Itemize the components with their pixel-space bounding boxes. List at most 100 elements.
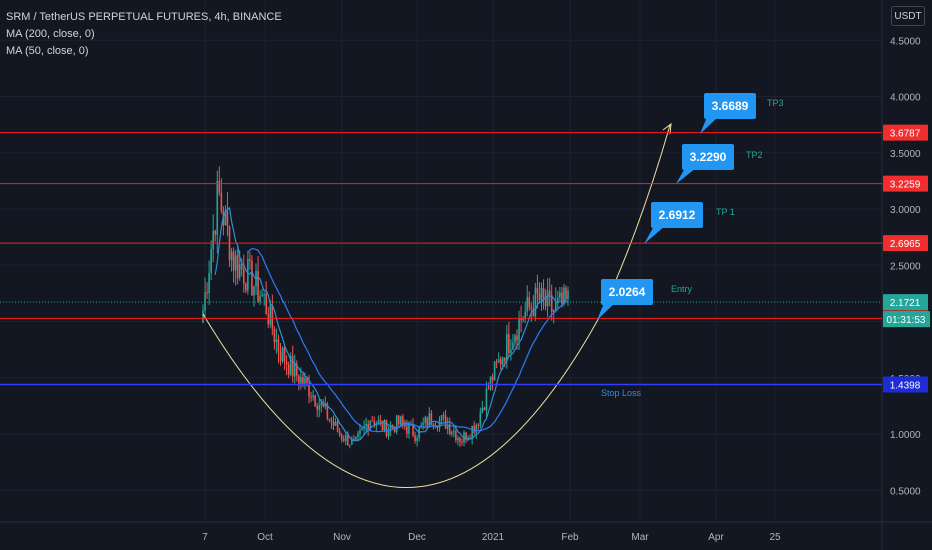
candle-body	[477, 424, 480, 426]
ma-200-label[interactable]: MA (200, close, 0)	[6, 28, 95, 40]
candle-body	[206, 292, 208, 294]
candle-body	[520, 318, 522, 321]
candle-body	[389, 425, 392, 430]
curve-arrow-head	[662, 122, 672, 135]
candle-body	[202, 310, 204, 323]
candle-body	[522, 319, 524, 321]
candle-body	[238, 264, 241, 278]
candle-body	[230, 251, 233, 261]
candle-body	[265, 294, 268, 315]
level-price-badge-text: 3.6787	[890, 129, 921, 140]
candle-body	[491, 376, 494, 381]
candle-body	[501, 357, 504, 365]
level-label: TP3	[767, 98, 784, 108]
candle-body	[550, 295, 553, 313]
candle-body	[516, 335, 518, 341]
candle-body	[499, 359, 502, 365]
candle-body	[224, 211, 227, 226]
candle-body	[542, 287, 545, 298]
candle-body	[283, 347, 286, 362]
candle-body	[279, 352, 282, 362]
candle-body	[393, 426, 396, 432]
level-label: Stop Loss	[601, 388, 642, 398]
price-callout	[682, 144, 734, 170]
candle-body	[548, 290, 551, 296]
level-price-badge-text: 1.4398	[890, 381, 921, 392]
candle-body	[261, 294, 263, 297]
candle-body	[371, 420, 374, 422]
candle-body	[232, 251, 235, 271]
candle-body	[399, 416, 402, 425]
candle-body	[208, 272, 210, 293]
callout-pointer	[597, 303, 615, 320]
candle-body	[430, 413, 433, 424]
candle-body	[267, 314, 270, 325]
candle-body	[434, 426, 437, 428]
candle-body	[450, 432, 453, 435]
candle-body	[361, 428, 363, 431]
candle-body	[432, 423, 435, 427]
price-callout-text: 3.2290	[690, 150, 727, 164]
candle-body	[383, 420, 386, 431]
candle-body	[247, 259, 249, 291]
candle-body	[565, 287, 567, 299]
ma-50-label[interactable]: MA (50, close, 0)	[6, 45, 89, 57]
candle-body	[395, 415, 398, 432]
x-tick-label: Mar	[631, 532, 649, 543]
ma-50-line	[214, 206, 569, 442]
candle-body	[359, 430, 361, 434]
candle-body	[340, 434, 343, 439]
candle-body	[412, 423, 414, 436]
x-tick-label: Oct	[257, 532, 273, 543]
candle-body	[524, 311, 526, 320]
candle-body	[436, 426, 439, 428]
candle-body	[226, 211, 229, 227]
level-label: Entry	[671, 284, 693, 294]
candle-body	[544, 297, 547, 307]
candle-body	[326, 403, 329, 419]
candle-body	[459, 437, 461, 442]
candle-body	[263, 294, 265, 296]
price-callout	[651, 202, 703, 228]
candle-body	[257, 270, 259, 302]
candle-body	[379, 419, 382, 421]
candle-body	[318, 405, 321, 410]
y-tick-label: 3.0000	[890, 205, 921, 216]
ma-200-line	[247, 248, 569, 433]
candle-body	[377, 419, 380, 424]
candle-body	[485, 388, 488, 411]
currency-unit-button[interactable]: USDT	[891, 6, 925, 26]
candle-body	[355, 436, 357, 440]
candle-body	[306, 378, 308, 383]
candle-body	[453, 431, 455, 433]
callout-pointer	[676, 168, 696, 184]
candle-body	[416, 438, 418, 441]
candle-body	[214, 230, 217, 235]
candle-body	[493, 361, 496, 381]
candle-body	[495, 361, 498, 363]
candle-body	[457, 437, 459, 441]
cup-curve-drawing	[202, 124, 671, 488]
candle-body	[242, 269, 245, 284]
x-tick-label: 7	[202, 532, 208, 543]
level-price-badge	[883, 376, 928, 393]
candle-body	[312, 395, 314, 398]
candle-body	[508, 333, 510, 353]
candle-body	[324, 403, 327, 407]
candle-body	[563, 287, 565, 304]
price-callout-text: 3.6689	[712, 99, 749, 113]
candle-body	[559, 292, 561, 298]
candle-body	[357, 433, 359, 437]
candle-body	[367, 423, 369, 430]
candle-body	[448, 424, 451, 435]
chart-title: SRM / TetherUS PERPETUAL FUTURES, 4h, BI…	[6, 11, 282, 23]
candle-body	[540, 287, 543, 301]
level-price-badge	[883, 235, 928, 252]
countdown-badge	[883, 311, 930, 328]
candle-body	[212, 230, 214, 250]
candle-body	[406, 426, 408, 434]
y-tick-label: 2.5000	[890, 261, 921, 272]
candle-body	[351, 438, 353, 445]
candle-body	[414, 435, 416, 441]
